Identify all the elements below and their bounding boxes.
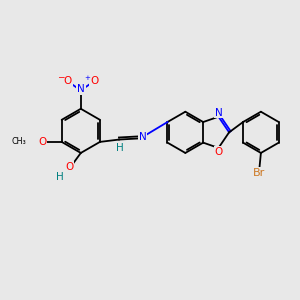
Text: N: N xyxy=(214,108,222,118)
Text: +: + xyxy=(84,75,90,81)
Text: N: N xyxy=(139,132,146,142)
Text: H: H xyxy=(56,172,64,182)
Text: CH₃: CH₃ xyxy=(12,137,26,146)
Text: N: N xyxy=(77,84,85,94)
Text: O: O xyxy=(90,76,98,86)
Text: H: H xyxy=(116,143,124,153)
Text: O: O xyxy=(65,162,73,172)
Text: O: O xyxy=(63,76,72,86)
Text: O: O xyxy=(214,147,223,157)
Text: −: − xyxy=(57,72,65,81)
Text: O: O xyxy=(38,137,46,147)
Text: Br: Br xyxy=(253,168,266,178)
